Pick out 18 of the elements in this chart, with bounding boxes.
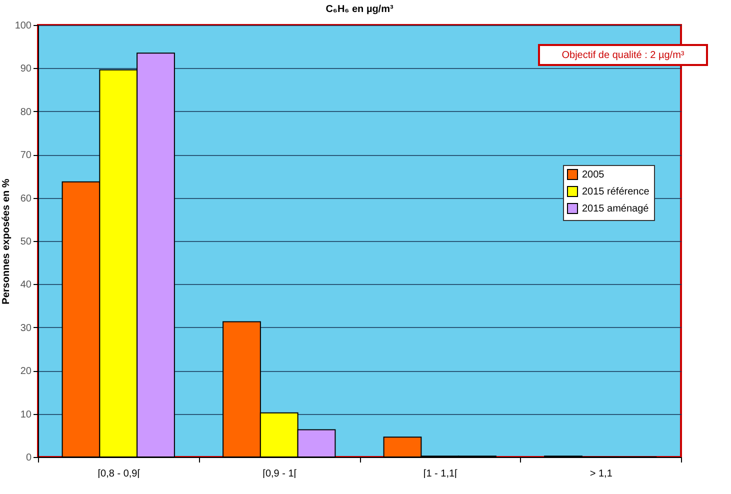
y-tick-label: 0 [26, 452, 32, 464]
note-box: Objectif de qualité : 2 µg/m³ [538, 44, 708, 66]
y-tick-label: 90 [20, 64, 32, 75]
y-tick-label: 70 [20, 150, 32, 162]
y-tick-label: 80 [20, 106, 32, 118]
y-tick-label: 60 [20, 193, 32, 204]
legend-label: 2015 référence [582, 186, 650, 198]
legend-label: 2015 aménagé [582, 204, 650, 214]
chart-title: C₆H₆ en µg/m³ [326, 4, 394, 15]
y-tick-label: 10 [20, 409, 32, 420]
y-tick-label: 50 [20, 236, 32, 248]
y-tick-label: 20 [20, 366, 32, 378]
y-tick-label: 40 [20, 280, 32, 291]
y-tick-label: 100 [14, 20, 32, 32]
x-tick-label: > 1,1 [590, 468, 613, 480]
y-axis-title: Personnes exposées en % [0, 178, 12, 304]
y-tick-label: 30 [20, 322, 32, 334]
legend-label: 2005 [582, 170, 605, 180]
